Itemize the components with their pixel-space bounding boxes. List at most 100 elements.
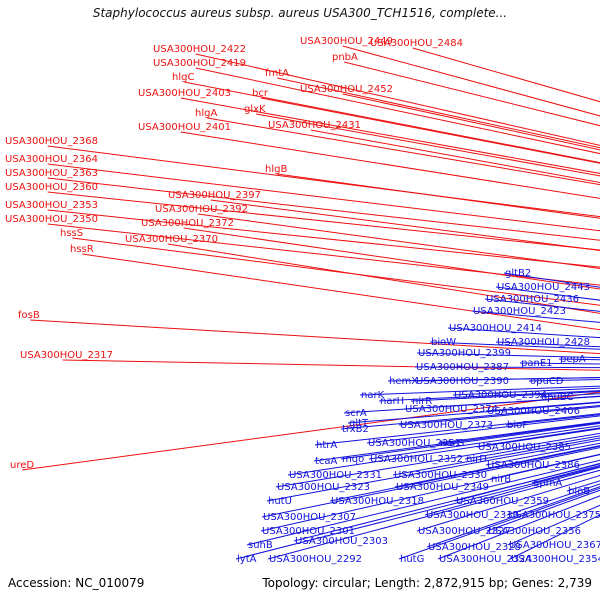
reverse-gene-label: USA300HOU_2375 — [508, 510, 600, 521]
forward-label-connector — [167, 243, 600, 314]
forward-gene-label: ureD — [10, 460, 34, 471]
reverse-label-connector — [505, 414, 600, 426]
reverse-gene-label: USA300HOU_2399 — [418, 348, 511, 359]
forward-gene-label: USA300HOU_2372 — [141, 218, 234, 229]
reverse-gene-label: USA300HOU_2323 — [277, 482, 370, 493]
reverse-label-connector — [293, 463, 600, 542]
forward-label-connector — [62, 359, 600, 371]
reverse-gene-label: USA300HOU_2423 — [473, 306, 566, 317]
reverse-gene-label: gltB2 — [505, 268, 531, 279]
reverse-label-connector — [476, 428, 600, 448]
reverse-gene-label: narK — [361, 390, 385, 401]
reverse-gene-label: USA300HOU_2292 — [269, 554, 362, 565]
forward-label-connector — [180, 131, 600, 199]
reverse-gene-label: USA300HOU_2394 — [454, 390, 547, 401]
forward-label-connector — [256, 113, 600, 177]
forward-gene-label: USA300HOU_2403 — [138, 88, 231, 99]
forward-gene-label: hlgA — [195, 108, 217, 119]
forward-gene-label: USA300HOU_2360 — [5, 182, 98, 193]
reverse-label-connector — [398, 487, 600, 560]
forward-label-connector — [344, 61, 600, 127]
reverse-label-connector — [392, 437, 600, 476]
reverse-gene-label: USA300HOU_2351 — [368, 438, 461, 449]
reverse-label-connector — [438, 421, 600, 444]
forward-gene-label: glxK — [244, 104, 266, 115]
reverse-gene-label: USA300HOU_2367 — [509, 540, 600, 551]
forward-label-connector — [47, 177, 600, 241]
forward-label-connector — [180, 97, 600, 174]
reverse-gene-label: hutU — [268, 496, 292, 507]
forward-gene-label: USA300HOU_2419 — [153, 58, 246, 69]
reverse-label-connector — [452, 387, 600, 396]
forward-gene-label: USA300HOU_2397 — [168, 190, 261, 201]
reverse-label-connector — [416, 474, 600, 532]
reverse-gene-label: gltT — [349, 418, 369, 429]
reverse-label-connector — [414, 366, 600, 369]
reverse-label-connector — [275, 432, 600, 488]
reverse-label-connector — [507, 504, 600, 546]
forward-label-connector — [195, 53, 600, 146]
forward-gene-label: USA300HOU_2350 — [5, 214, 98, 225]
reverse-label-connector — [260, 454, 600, 532]
reverse-label-connector — [235, 466, 600, 560]
reverse-gene-label: mqo — [342, 454, 364, 465]
forward-gene-label: USA300HOU_2370 — [125, 234, 218, 245]
reverse-label-connector — [398, 406, 600, 426]
forward-label-connector — [412, 47, 600, 103]
forward-gene-label: USA300HOU_2317 — [20, 350, 113, 361]
forward-gene-label: USA300HOU_2452 — [300, 84, 393, 95]
reverse-label-connector — [267, 469, 600, 560]
reverse-label-connector — [424, 466, 600, 516]
reverse-label-connector — [506, 483, 600, 516]
reverse-label-connector — [485, 401, 600, 412]
reverse-gene-label: nirB — [491, 474, 511, 485]
reverse-label-connector — [261, 447, 600, 518]
reverse-gene-label: hemX — [389, 376, 418, 387]
reverse-gene-label: USA300HOU_2385 — [478, 442, 571, 453]
reverse-label-connector — [464, 435, 600, 460]
forward-label-connector — [47, 145, 600, 218]
reverse-gene-label: tcaA — [315, 456, 338, 467]
reverse-gene-label: trxB2 — [342, 424, 369, 435]
reverse-gene-label: USA300HOU_2373 — [400, 420, 493, 431]
reverse-gene-label: nirD — [466, 454, 487, 465]
reverse-gene-label: gpmA — [533, 478, 562, 489]
reverse-label-connector — [485, 442, 600, 466]
reverse-label-connector — [368, 425, 600, 460]
forward-label-connector — [47, 223, 600, 286]
forward-label-connector — [195, 67, 600, 155]
forward-label-connector — [277, 173, 600, 219]
reverse-gene-label: USA300HOU_2330 — [394, 470, 487, 481]
reverse-gene-label: bioB — [568, 486, 590, 497]
reverse-label-connector — [246, 459, 600, 546]
reverse-label-connector — [403, 395, 600, 410]
reverse-label-connector — [340, 404, 600, 430]
forward-label-connector — [342, 45, 600, 117]
forward-gene-label: hlgC — [172, 72, 194, 83]
reverse-label-connector — [426, 486, 600, 548]
forward-gene-label: hlgB — [265, 164, 287, 175]
accession-label: Accession: NC_010079 — [8, 576, 145, 590]
reverse-gene-label: narH — [380, 396, 404, 407]
forward-label-connector — [197, 213, 600, 270]
forward-gene-label: hssR — [70, 244, 94, 255]
reverse-label-connector — [416, 352, 600, 359]
forward-gene-label: hssS — [60, 228, 83, 239]
reverse-label-connector — [447, 327, 600, 339]
forward-label-connector — [47, 163, 600, 232]
forward-gene-label: USA300HOU_2364 — [5, 154, 98, 165]
reverse-gene-label: htrA — [316, 440, 337, 451]
forward-label-connector — [342, 93, 600, 151]
forward-gene-label: USA300HOU_2353 — [5, 200, 98, 211]
forward-gene-label: bcr — [252, 88, 269, 99]
forward-gene-label: pnbA — [332, 52, 358, 63]
reverse-gene-label: USA300HOU_2436 — [486, 294, 579, 305]
reverse-label-connector — [314, 413, 600, 446]
reverse-gene-label: USA300HOU_2359 — [456, 496, 549, 507]
reverse-label-connector — [486, 489, 600, 532]
reverse-label-connector — [359, 385, 600, 396]
reverse-gene-label: USA300HOU_2352 — [370, 454, 463, 465]
reverse-gene-label: USA300HOU_2386 — [487, 460, 580, 471]
reverse-gene-label: USA300HOU_2318 — [331, 496, 424, 507]
reverse-label-connector — [429, 341, 600, 350]
